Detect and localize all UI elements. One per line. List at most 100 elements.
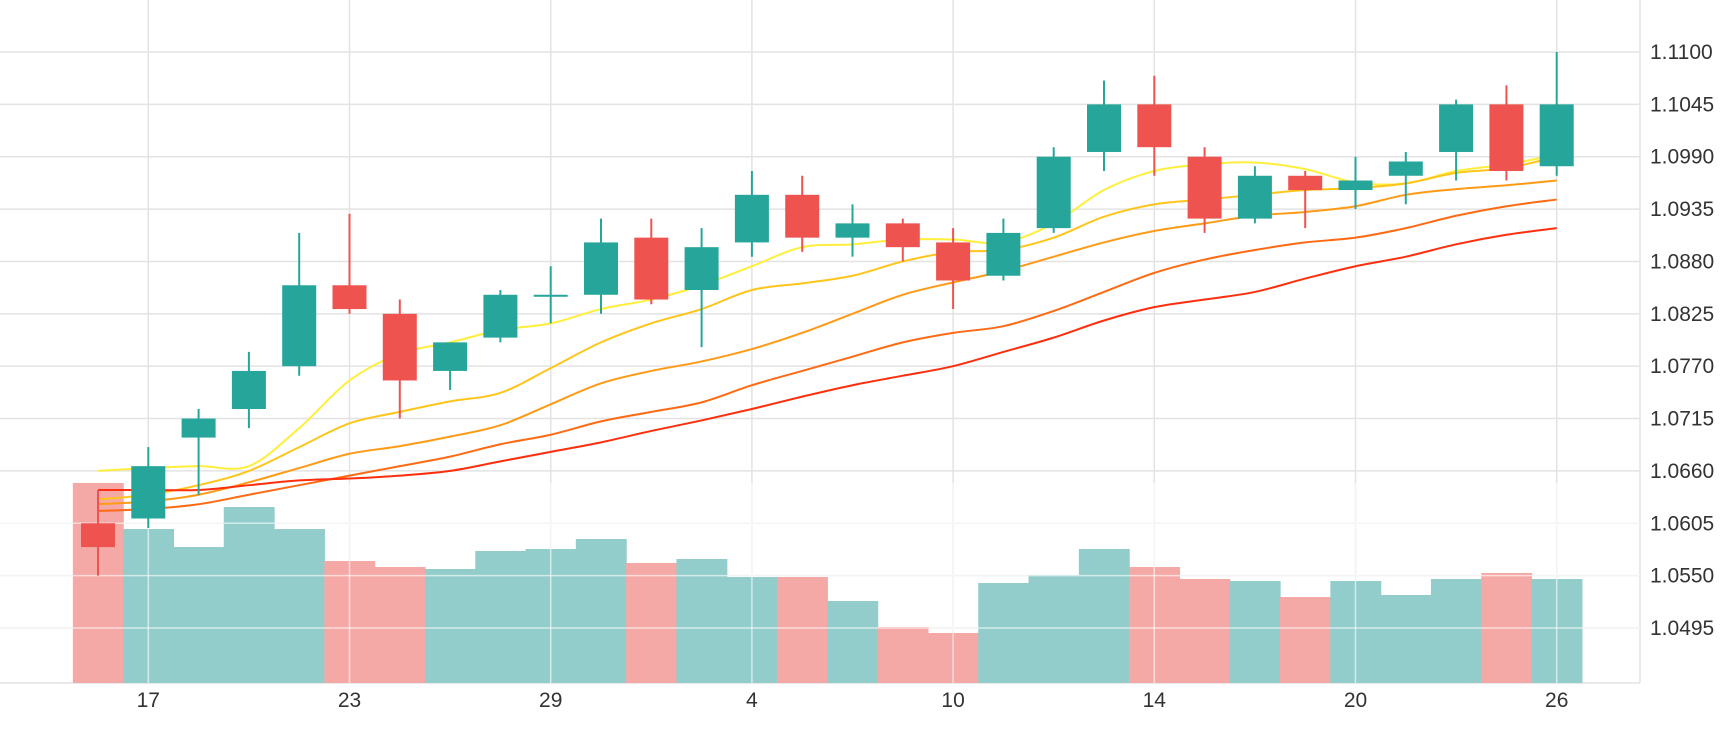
- candle-body: [885, 223, 920, 248]
- candle-body: [634, 237, 669, 300]
- y-tick-label: 1.1100: [1650, 41, 1713, 64]
- candle-body: [81, 523, 115, 548]
- candle: [936, 228, 971, 310]
- candles: [81, 52, 1574, 576]
- y-tick-label: 1.0880: [1650, 250, 1714, 273]
- candle: [734, 171, 769, 257]
- candle: [1087, 80, 1121, 172]
- candle: [634, 218, 669, 305]
- volume-bar: [475, 551, 527, 683]
- y-tick-label: 1.0825: [1650, 303, 1714, 326]
- moving-average-line: [97, 179, 1557, 506]
- candle: [684, 228, 719, 348]
- x-tick-label: 23: [338, 689, 361, 712]
- x-tick-label: 14: [1143, 689, 1167, 712]
- candle: [282, 232, 317, 376]
- y-tick-label: 1.0990: [1650, 146, 1714, 169]
- candle-body: [936, 242, 971, 281]
- volume-bar: [1229, 581, 1281, 683]
- y-tick-label: 1.0770: [1650, 355, 1714, 378]
- candle-body: [1137, 104, 1172, 148]
- y-tick-label: 1.0715: [1650, 408, 1714, 431]
- candle-body: [433, 342, 468, 371]
- candle: [1388, 151, 1423, 205]
- candle: [885, 218, 920, 262]
- candle: [835, 204, 870, 257]
- candle-body: [835, 223, 870, 238]
- volume-bar: [827, 601, 879, 683]
- candle: [986, 218, 1021, 281]
- volume-bar: [1380, 595, 1432, 683]
- candle: [1187, 147, 1222, 233]
- moving-average-lines: [97, 153, 1557, 512]
- candle: [1539, 52, 1574, 176]
- x-tick-label: 29: [539, 689, 562, 712]
- candle-body: [1539, 104, 1574, 167]
- moving-average-line: [97, 153, 1557, 472]
- x-tick-label: 26: [1545, 689, 1568, 712]
- candle-body: [734, 194, 769, 243]
- candle-body: [1439, 104, 1474, 152]
- candle: [1036, 147, 1071, 233]
- candle-body: [1489, 104, 1524, 172]
- volume-bar: [626, 563, 678, 683]
- candle: [483, 290, 518, 343]
- candle: [433, 342, 468, 390]
- volume-bar: [1028, 575, 1080, 683]
- x-tick-label: 10: [941, 689, 964, 712]
- candle-body: [584, 242, 618, 295]
- candle-body: [1338, 180, 1373, 191]
- candle: [1237, 166, 1272, 224]
- candle-body: [1237, 175, 1272, 219]
- volume-bar: [1430, 579, 1482, 683]
- volume-bar: [877, 627, 929, 683]
- candle-body: [785, 194, 820, 238]
- candle: [1439, 99, 1474, 181]
- candle: [533, 266, 568, 324]
- candle-body: [1187, 156, 1222, 219]
- volume-bar: [676, 559, 728, 683]
- axes: 1.1100 1.1045 1.0990 1.0935 1.0880 1.0825 1.07…: [137, 41, 1715, 712]
- volume-bar: [978, 583, 1030, 683]
- candle-body: [231, 370, 266, 410]
- candle-body: [131, 466, 166, 519]
- moving-average-line: [97, 198, 1557, 512]
- candle: [1288, 171, 1323, 229]
- volume-bar: [274, 529, 325, 683]
- y-tick-label: 1.0935: [1650, 198, 1714, 221]
- candle-body: [181, 418, 216, 438]
- volume-bars: [0, 483, 1640, 683]
- candle-body: [1388, 161, 1423, 176]
- y-tick-label: 1.0495: [1650, 617, 1714, 640]
- y-tick-label: 1.0660: [1650, 460, 1714, 483]
- candle-body: [382, 313, 417, 381]
- volume-bar: [173, 547, 225, 683]
- candle-body: [1288, 175, 1323, 191]
- candle-body: [533, 294, 568, 297]
- candle: [1338, 156, 1373, 210]
- volume-bar: [1280, 597, 1331, 683]
- volume-bar: [374, 567, 426, 683]
- x-tick-label: 20: [1344, 689, 1367, 712]
- y-tick-label: 1.0550: [1650, 565, 1714, 588]
- candle: [785, 175, 820, 252]
- moving-average-line: [97, 227, 1557, 492]
- volume-bar: [575, 539, 627, 683]
- candle-body: [282, 285, 317, 367]
- x-tick-label: 17: [137, 689, 160, 712]
- candle-body: [1036, 156, 1071, 229]
- candle-body: [684, 247, 719, 291]
- candle: [1489, 85, 1524, 181]
- y-tick-label: 1.1045: [1650, 93, 1714, 116]
- x-tick-label: 4: [746, 689, 758, 712]
- volume-bar: [424, 569, 476, 683]
- y-tick-label: 1.0605: [1650, 512, 1714, 535]
- candle-body: [332, 285, 367, 310]
- candle-body: [1087, 104, 1121, 152]
- volume-bar: [1078, 549, 1130, 683]
- candle: [81, 489, 115, 576]
- candle-body: [986, 232, 1021, 276]
- volume-bar: [223, 507, 275, 683]
